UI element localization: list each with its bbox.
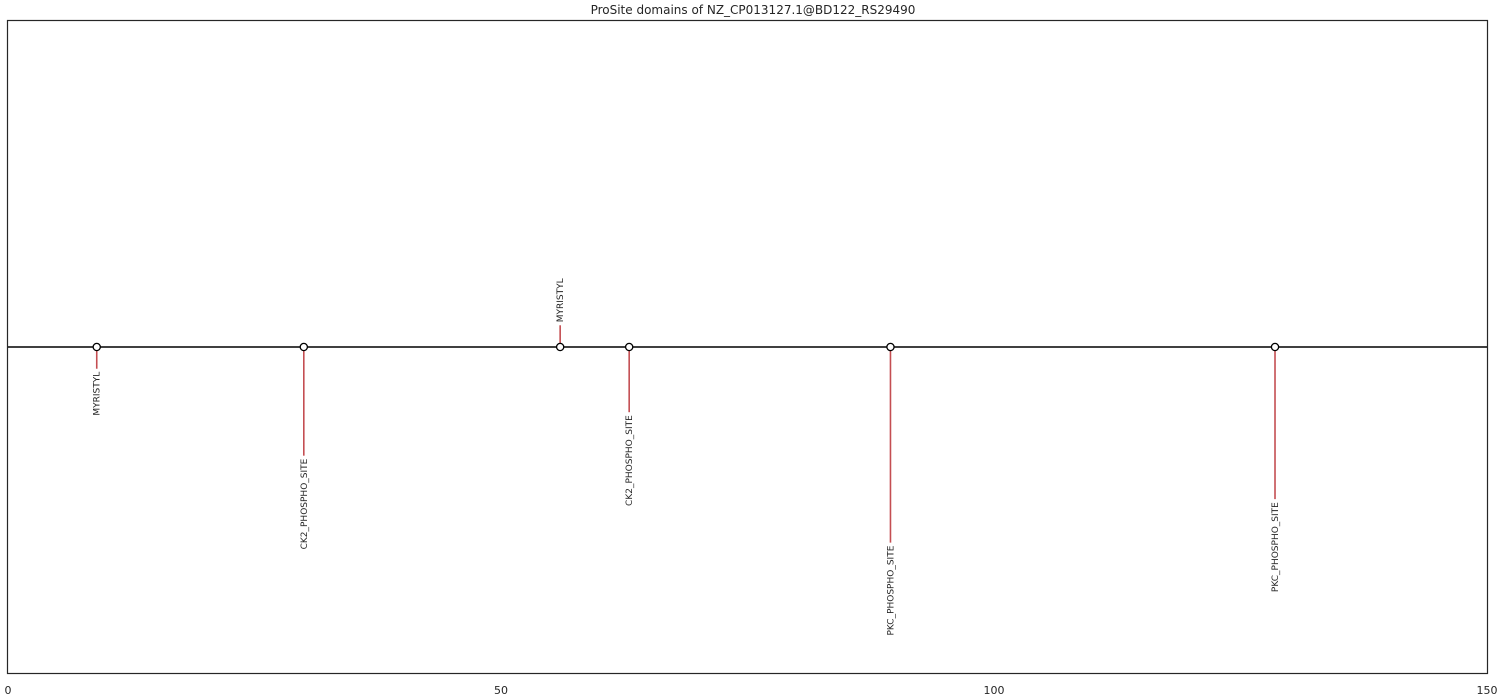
x-tick-label: 0 [5, 684, 12, 697]
site-label: CK2_PHOSPHO_SITE [625, 415, 635, 506]
site-label: PKC_PHOSPHO_SITE [1271, 502, 1281, 592]
x-tick-label: 150 [1477, 684, 1498, 697]
site-label: MYRISTYL [556, 278, 566, 322]
plot-frame [6, 19, 1489, 675]
site-label: PKC_PHOSPHO_SITE [886, 545, 896, 635]
site-marker [92, 342, 101, 352]
chart-marks: MYRISTYL CK2_PHOSPHO_SITE MYRISTYL CK2_PHOS… [8, 278, 1487, 636]
site-marker [886, 342, 895, 352]
chart-title: ProSite domains of NZ_CP013127.1@BD122_R… [591, 3, 916, 17]
site-label: MYRISTYL [93, 372, 103, 416]
site-marker [555, 342, 565, 352]
site-label: CK2_PHOSPHO_SITE [300, 458, 310, 549]
site-marker [1270, 342, 1280, 352]
x-tick-label: 100 [984, 684, 1005, 697]
site-marker [624, 342, 634, 352]
x-tick-label: 50 [494, 684, 508, 697]
site-marker [299, 342, 309, 352]
